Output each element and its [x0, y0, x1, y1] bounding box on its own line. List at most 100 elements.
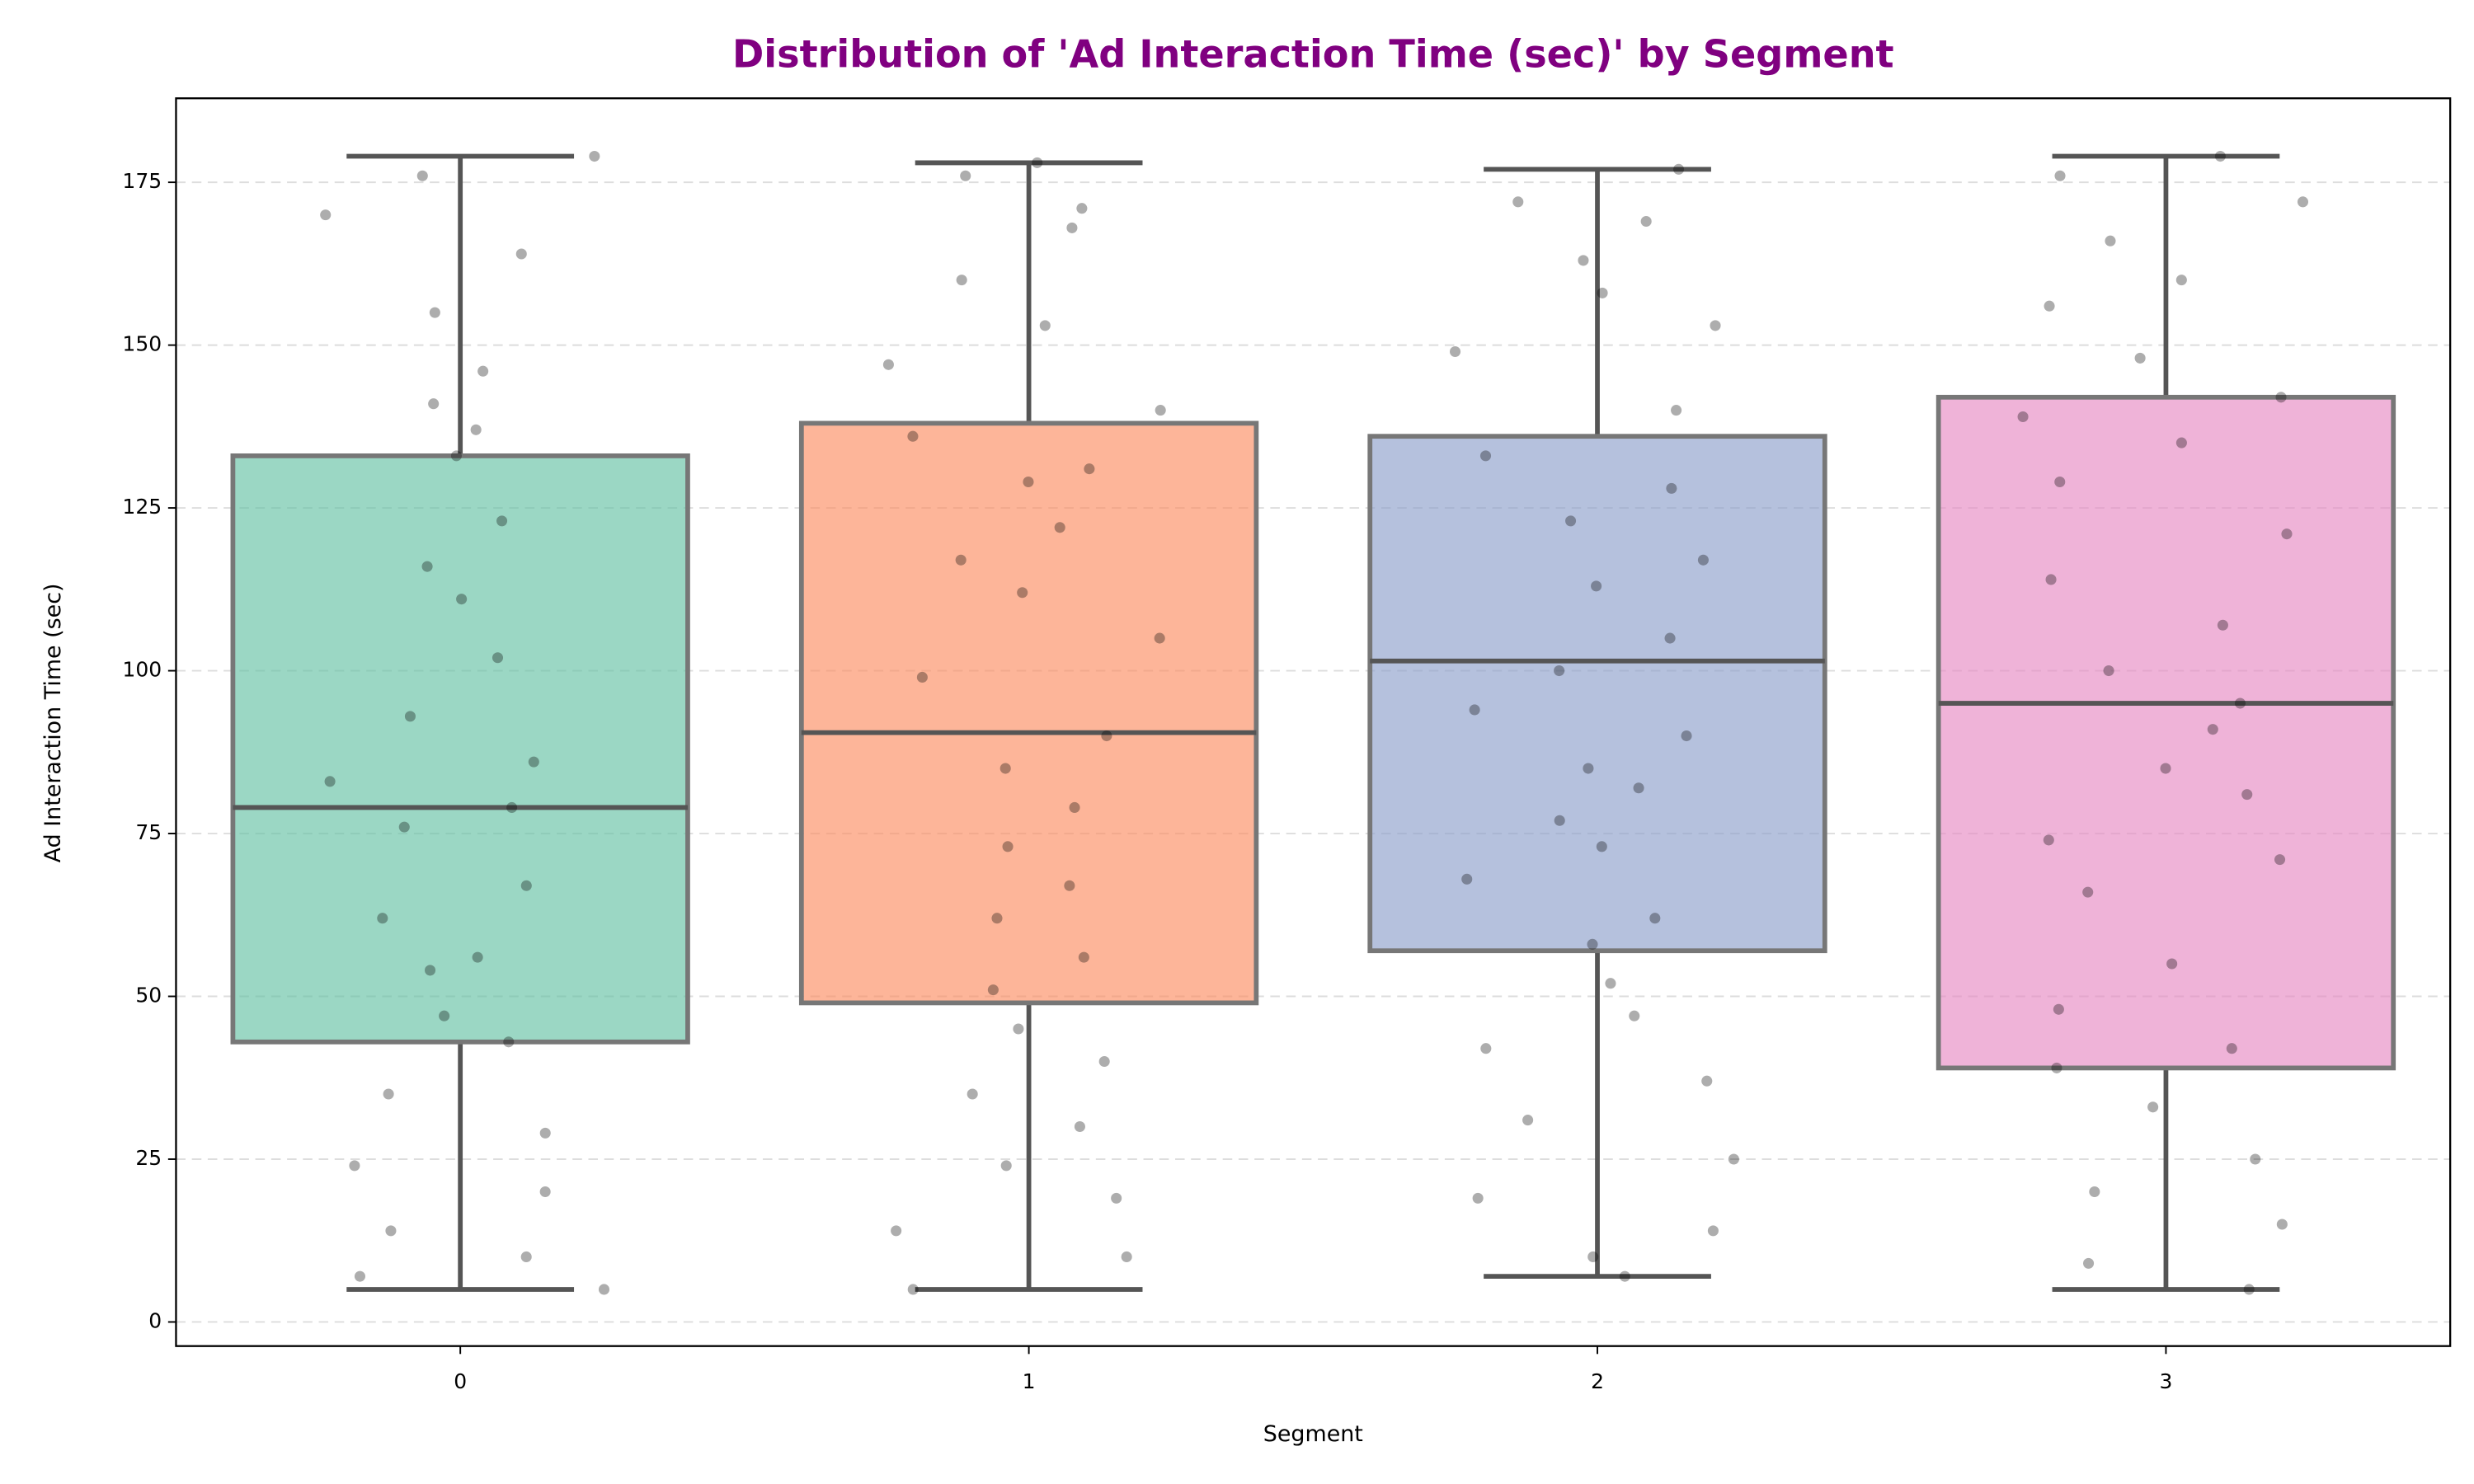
data-point [2250, 1153, 2261, 1165]
data-point [385, 1225, 397, 1237]
data-point [2147, 1101, 2159, 1113]
data-point [1591, 580, 1602, 592]
data-point [2044, 300, 2055, 312]
data-point [515, 248, 527, 260]
data-point [967, 1088, 978, 1100]
data-point [1673, 163, 1685, 175]
x-tick-label: 1 [1023, 1369, 1036, 1393]
data-point [1605, 978, 1616, 989]
data-point [456, 594, 468, 605]
data-point [1032, 157, 1043, 168]
data-point [496, 515, 508, 527]
data-point [991, 913, 1003, 924]
data-point [1671, 405, 1682, 416]
data-point [907, 1284, 919, 1295]
data-point [1064, 880, 1075, 891]
data-point [2103, 665, 2114, 677]
data-point [1101, 730, 1112, 742]
data-point [398, 821, 410, 833]
data-point [2175, 437, 2187, 448]
data-point [470, 424, 482, 435]
data-point [1619, 1270, 1630, 1282]
data-point [2217, 619, 2228, 631]
data-point [882, 359, 894, 370]
data-point [999, 763, 1011, 774]
data-point [1023, 476, 1034, 488]
data-point [1066, 222, 1078, 233]
data-point [1512, 196, 1524, 208]
data-point [1472, 1192, 1484, 1204]
data-point [354, 1270, 365, 1282]
data-point [2274, 854, 2286, 866]
data-point [916, 671, 928, 683]
y-tick-label: 75 [135, 820, 162, 844]
box [798, 420, 1259, 1006]
data-point [2054, 476, 2066, 488]
data-point [1084, 463, 1095, 475]
data-point [1449, 345, 1461, 358]
data-point [2082, 886, 2094, 898]
data-point [1666, 482, 1677, 494]
data-point [1155, 405, 1166, 416]
data-point [1587, 938, 1598, 950]
data-point [377, 913, 388, 924]
y-tick-label: 125 [122, 495, 162, 519]
data-point [907, 430, 919, 442]
data-point [324, 776, 336, 787]
data-point [383, 1088, 394, 1100]
y-axis-label: Ad Interaction Time (sec) [40, 583, 66, 862]
data-point [1111, 1192, 1122, 1204]
data-point [2214, 150, 2226, 162]
data-point [1640, 215, 1652, 228]
data-point [539, 1127, 551, 1139]
data-point [439, 1010, 450, 1021]
data-point [528, 756, 539, 768]
data-point [404, 711, 416, 722]
data-point [1017, 587, 1028, 599]
data-point [960, 170, 971, 181]
data-point [1596, 841, 1607, 852]
data-point [429, 307, 440, 318]
data-point [421, 561, 433, 572]
data-point [1649, 913, 1661, 924]
data-point [539, 1186, 551, 1198]
data-point [1098, 1055, 1110, 1068]
data-point [598, 1284, 610, 1295]
data-point [492, 652, 504, 664]
data-point [1583, 763, 1594, 774]
data-point [425, 965, 436, 976]
data-point [2045, 574, 2057, 585]
data-point [450, 450, 462, 462]
data-point [2051, 1062, 2062, 1073]
data-point [1565, 515, 1577, 527]
data-point [1633, 782, 1644, 794]
y-tick-label: 0 [148, 1308, 162, 1332]
data-point [2166, 958, 2178, 970]
data-point [1554, 665, 1565, 677]
data-point [2241, 789, 2253, 801]
data-point [2275, 392, 2287, 403]
y-tick-label: 50 [135, 984, 162, 1007]
data-point [1728, 1153, 1739, 1165]
data-point [2243, 1284, 2255, 1295]
data-point [1697, 554, 1709, 566]
data-point [2207, 724, 2218, 735]
data-point [1554, 815, 1565, 826]
data-point [1587, 1251, 1599, 1263]
y-tick-label: 175 [122, 169, 162, 193]
data-point [2281, 528, 2293, 540]
box [1935, 394, 2396, 1071]
data-point [1461, 873, 1473, 885]
data-point [506, 801, 518, 813]
x-tick-label: 0 [454, 1369, 467, 1393]
data-point [2105, 235, 2116, 247]
data-point [956, 275, 967, 286]
data-point [2234, 697, 2246, 709]
data-point [428, 398, 440, 410]
data-point [1078, 951, 1089, 963]
data-point [1479, 450, 1492, 462]
data-point [2160, 763, 2171, 774]
data-point [1480, 1043, 1492, 1054]
